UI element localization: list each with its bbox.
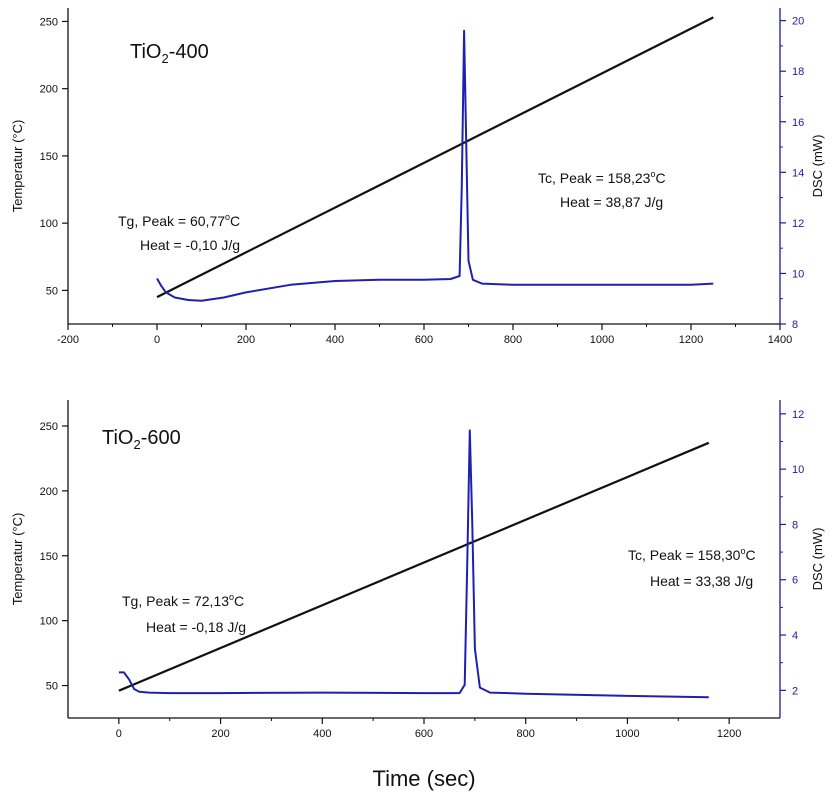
annotation-degree-sup: o xyxy=(229,592,234,602)
annotation-unit: C xyxy=(234,593,244,609)
x-tick-label: 0 xyxy=(116,728,122,740)
y-right-axis-title: DSC (mW) xyxy=(810,528,825,591)
y-left-tick-label: 250 xyxy=(40,421,58,433)
y-left-tick-label: 100 xyxy=(40,616,58,628)
x-tick-label: 200 xyxy=(211,728,229,740)
dsc-series-line xyxy=(156,29,714,302)
panel-title-rest: -400 xyxy=(169,41,209,63)
y-right-axis-title: DSC (mW) xyxy=(810,135,825,198)
x-tick-label: 1200 xyxy=(679,334,703,346)
panel-title: TiO2-400 xyxy=(130,41,209,66)
y-right-tick-label: 10 xyxy=(792,464,804,476)
x-tick-label: 400 xyxy=(313,728,331,740)
y-right-tick-label: 6 xyxy=(792,575,798,587)
annotation-unit: C xyxy=(655,170,665,186)
y-right-tick-label: 16 xyxy=(792,117,804,129)
y-right-tick-label: 10 xyxy=(792,268,804,280)
panel-title-main: TiO xyxy=(102,427,133,449)
panel-title-subscript: 2 xyxy=(133,437,140,452)
annotation-peak: Tc, Peak = 158,23oC xyxy=(538,169,666,186)
y-right-tick-label: 14 xyxy=(792,167,804,179)
annotation-heat: Heat = -0,10 J/g xyxy=(140,237,240,253)
annotation-degree-sup: o xyxy=(740,546,745,556)
annotation-peak: Tg, Peak = 72,13oC xyxy=(122,592,244,609)
y-left-axis-title: Temperatur (°C) xyxy=(10,120,25,213)
y-left-tick-label: 150 xyxy=(40,151,58,163)
y-left-tick-label: 200 xyxy=(40,84,58,96)
annotation-degree-sup: o xyxy=(225,212,230,222)
annotation-degree-sup: o xyxy=(650,169,655,179)
annotation-heat: Heat = 33,38 J/g xyxy=(650,573,753,589)
annotation-peak-value: Tg, Peak = 60,77 xyxy=(118,213,225,229)
x-tick-label: 0 xyxy=(154,334,160,346)
annotation-peak-value: Tc, Peak = 158,30 xyxy=(628,547,741,563)
dsc-series-line xyxy=(118,429,709,699)
x-tick-label: 1200 xyxy=(717,728,741,740)
y-left-tick-label: 150 xyxy=(40,551,58,563)
x-tick-label: 800 xyxy=(504,334,522,346)
annotation-peak: Tg, Peak = 60,77oC xyxy=(118,212,240,229)
x-tick-label: 1000 xyxy=(590,334,614,346)
x-tick-label: 400 xyxy=(326,334,344,346)
y-left-tick-label: 250 xyxy=(40,16,58,28)
annotation-peak-value: Tg, Peak = 72,13 xyxy=(122,593,229,609)
y-right-tick-label: 18 xyxy=(792,66,804,78)
x-tick-label: 600 xyxy=(415,334,433,346)
y-right-tick-label: 8 xyxy=(792,319,798,331)
annotation-unit: C xyxy=(230,213,240,229)
x-axis-title: Time (sec) xyxy=(372,766,475,791)
y-right-tick-label: 8 xyxy=(792,519,798,531)
panel-title-rest: -600 xyxy=(141,427,181,449)
y-left-tick-label: 50 xyxy=(46,681,58,693)
x-tick-label: 200 xyxy=(237,334,255,346)
panel-title: TiO2-600 xyxy=(102,427,181,452)
x-tick-label: 1400 xyxy=(768,334,792,346)
annotation-heat: Heat = 38,87 J/g xyxy=(560,194,663,210)
y-right-tick-label: 4 xyxy=(792,630,798,642)
y-left-tick-label: 50 xyxy=(46,285,58,297)
y-left-tick-label: 200 xyxy=(40,486,58,498)
y-right-tick-label: 2 xyxy=(792,685,798,697)
x-tick-label: 600 xyxy=(415,728,433,740)
panel-title-main: TiO xyxy=(130,41,161,63)
y-right-tick-label: 12 xyxy=(792,409,804,421)
panel-title-subscript: 2 xyxy=(161,51,168,66)
x-tick-label: 1000 xyxy=(615,728,639,740)
x-tick-label: -200 xyxy=(57,334,79,346)
annotation-unit: C xyxy=(745,547,755,563)
annotation-heat: Heat = -0,18 J/g xyxy=(146,619,246,635)
chart-panel-2: 0 200 400 600 800 1000 1200 50 100 150 200 250 2 4 6 8 1… xyxy=(10,400,825,740)
temperature-series-line xyxy=(156,16,714,299)
temperature-series-line xyxy=(118,441,710,692)
y-right-tick-label: 20 xyxy=(792,16,804,28)
y-left-axis-title: Temperatur (°C) xyxy=(10,513,25,606)
y-left-tick-label: 100 xyxy=(40,218,58,230)
x-tick-label: 800 xyxy=(517,728,535,740)
annotation-peak: Tc, Peak = 158,30oC xyxy=(628,546,756,563)
y-right-tick-label: 12 xyxy=(792,218,804,230)
chart-panel-1: -200 0 200 400 600 800 1000 1200 1400 50 100 150 200… xyxy=(10,8,825,346)
annotation-peak-value: Tc, Peak = 158,23 xyxy=(538,170,651,186)
